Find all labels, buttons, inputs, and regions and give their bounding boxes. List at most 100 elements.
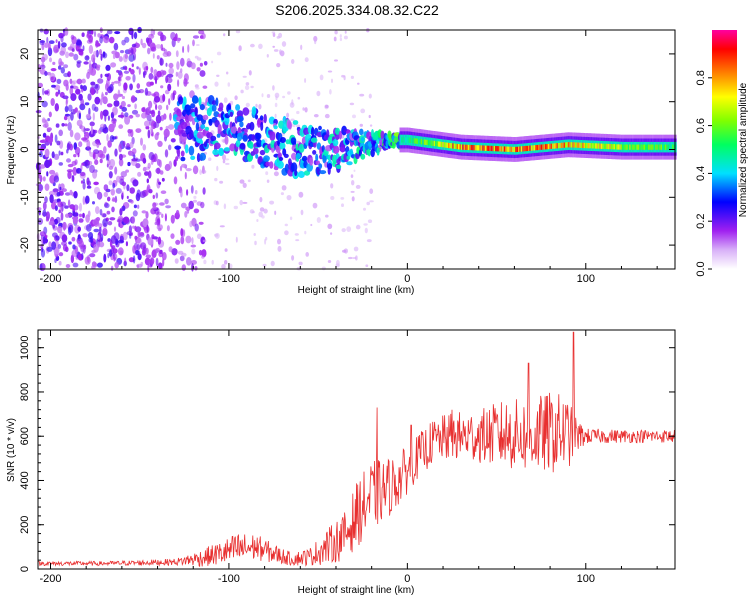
- spectrogram-noise-blob: [74, 107, 78, 113]
- spectrogram-noise-blob: [71, 249, 78, 257]
- spectrogram-ridge-cell: [562, 142, 564, 148]
- spectrogram-noise-blob: [164, 198, 169, 205]
- spectrogram-ridge: [172, 95, 677, 180]
- spectrogram-noise-blob: [125, 76, 131, 81]
- spectrogram-noise-blob: [199, 62, 203, 67]
- spectrogram-noise-blob: [77, 226, 81, 232]
- spectrogram-noise-blob: [310, 223, 313, 227]
- spectrogram-noise-blob: [277, 245, 282, 252]
- spectrogram-noise-blob: [194, 266, 198, 271]
- spectrogram-noise-blob: [41, 117, 46, 124]
- spectrogram-noise-blob: [88, 44, 94, 54]
- spectrogram-noise-blob: [63, 64, 69, 69]
- spectrogram-noise-blob: [369, 188, 374, 194]
- spectrogram-noise-blob: [82, 85, 87, 92]
- spectrogram-ridge-cell: [619, 144, 621, 150]
- spectrogram-ridge-blob: [191, 96, 199, 104]
- spectrogram-noise-blob: [297, 96, 301, 100]
- spectrogram-noise-blob: [350, 190, 355, 193]
- spectrogram-noise-blob: [275, 95, 278, 101]
- spectrogram-ridge-cell: [539, 144, 541, 150]
- spectrogram-ridge-cell: [439, 141, 442, 147]
- spectrogram-noise-blob: [118, 158, 124, 167]
- spectrogram-noise-blob: [148, 33, 155, 39]
- spectrogram-noise-blob: [341, 228, 346, 233]
- spectrogram-ridge-blob: [360, 136, 365, 142]
- spectrogram-noise-blob: [121, 191, 124, 196]
- spectrogram-ridge-cell: [405, 137, 407, 143]
- spectrogram-noise-blob: [96, 64, 101, 68]
- spectrogram-ridge-cell: [602, 143, 604, 149]
- spectrogram-noise-blob: [42, 87, 45, 96]
- spectrogram-noise-blob: [156, 178, 160, 183]
- y-tick-label: 0: [19, 566, 31, 572]
- spectrogram-noise-blob: [130, 48, 134, 55]
- spectrogram-noise-blob: [352, 114, 356, 119]
- spectrogram-ridge-blob: [376, 147, 380, 156]
- spectrogram-noise-blob: [82, 196, 86, 205]
- spectrogram-noise-blob: [300, 209, 304, 216]
- spectrogram-noise-blob: [368, 93, 372, 99]
- spectrogram-noise-blob: [42, 176, 46, 182]
- spectrogram-ridge-blob: [249, 144, 254, 149]
- spectrogram-noise-blob: [150, 46, 157, 52]
- spectrogram-noise-blob: [253, 233, 256, 236]
- spectrogram-noise-blob: [336, 259, 340, 266]
- spectrogram-ridge-blob: [247, 153, 253, 162]
- spectrogram-noise-blob: [192, 39, 195, 47]
- spectrogram-noise-blob: [90, 125, 93, 135]
- spectrogram-noise-blob: [123, 82, 128, 91]
- spectrogram-ridge-cell: [493, 145, 496, 152]
- spectrogram-ridge-cell: [546, 144, 549, 150]
- spectrogram-noise-blob: [170, 214, 175, 224]
- spectrogram-ridge-cell: [640, 144, 643, 150]
- spectrogram-noise-blob: [100, 73, 103, 79]
- spectrogram-noise-blob: [51, 151, 55, 159]
- spectrogram-noise-blob: [121, 181, 127, 187]
- spectrogram-noise-blob: [186, 189, 189, 196]
- spectrogram-noise-blob: [47, 42, 51, 50]
- spectrogram-noise-blob: [84, 102, 90, 106]
- spectrogram-noise-blob: [250, 43, 255, 48]
- spectrogram-noise-blob: [183, 81, 189, 85]
- spectrogram-noise-blob: [261, 93, 264, 98]
- spectrogram-noise-blob: [78, 213, 83, 218]
- spectrogram-ridge-cell: [528, 145, 530, 151]
- spectrogram-noise-blob: [202, 187, 206, 195]
- spectrogram-noise-blob: [73, 53, 79, 61]
- spectrogram-noise-blob: [289, 102, 295, 108]
- spectrogram-noise-blob: [208, 157, 212, 161]
- spectrogram-noise-blob: [79, 202, 82, 212]
- spectrogram-noise-blob: [93, 218, 100, 227]
- spectrogram-noise-blob: [355, 255, 358, 261]
- spectrogram-noise-blob: [118, 143, 122, 153]
- spectrogram-noise-blob: [357, 82, 360, 85]
- spectrogram-noise-blob: [105, 64, 111, 71]
- spectrogram-noise-blob: [166, 77, 173, 84]
- spectrogram-ridge-cell: [629, 144, 631, 150]
- spectrogram-noise-blob: [79, 103, 86, 111]
- spectrogram-noise-blob: [216, 74, 220, 78]
- spectrogram-noise-blob: [266, 54, 269, 58]
- spectrogram-noise-blob: [205, 107, 208, 111]
- spectrogram-noise-blob: [70, 93, 77, 102]
- spectrogram-noise-blob: [181, 163, 188, 168]
- spectrogram-noise-blob: [96, 191, 103, 200]
- spectrogram-noise-blob: [58, 129, 63, 137]
- spectrogram-ridge-blob: [380, 130, 385, 140]
- spectrogram-noise-blob: [155, 104, 158, 110]
- spectrogram-noise-blob: [93, 228, 100, 233]
- spectrogram-noise-blob: [262, 263, 267, 267]
- spectrogram-noise-blob: [102, 228, 108, 236]
- spectrogram-noise-blob: [131, 43, 137, 48]
- spectrogram-noise-blob: [145, 126, 150, 130]
- spectrogram-noise-blob: [46, 171, 49, 177]
- spectrogram-ridge-cell: [422, 139, 424, 145]
- spectrogram-ridge-cell: [492, 145, 494, 152]
- spectrogram-ridge-cell: [475, 145, 477, 151]
- spectrogram-noise-blob: [369, 124, 373, 127]
- spectrogram-noise-blob: [188, 200, 194, 210]
- spectrogram-noise-blob: [53, 153, 60, 160]
- spectrogram-ridge-blob: [326, 129, 330, 140]
- spectrogram-noise-blob: [75, 38, 82, 48]
